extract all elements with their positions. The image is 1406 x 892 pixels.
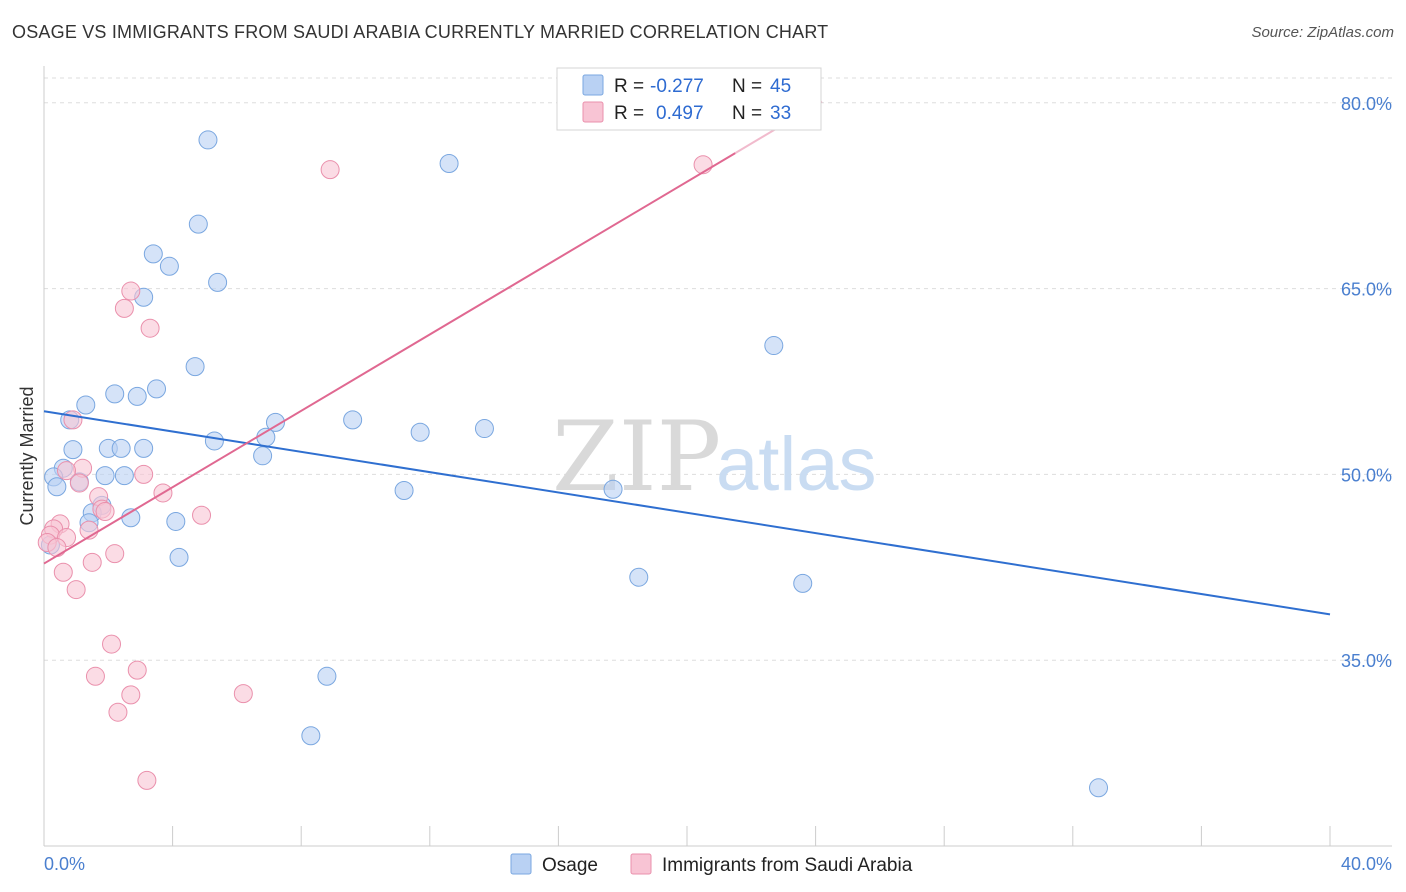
saudi-point bbox=[320, 160, 340, 180]
saudi-point bbox=[121, 281, 141, 301]
watermark-atlas: atlas bbox=[716, 422, 877, 507]
saudi-points bbox=[37, 155, 713, 790]
osage-point bbox=[317, 666, 337, 686]
saudi-point bbox=[66, 580, 86, 600]
osage-point bbox=[63, 440, 83, 460]
legend-swatch-osage bbox=[582, 74, 604, 96]
osage-point bbox=[111, 438, 131, 458]
osage-point bbox=[105, 384, 125, 404]
osage-point bbox=[188, 214, 208, 234]
saudi-trend-line bbox=[43, 152, 736, 565]
saudi-point bbox=[102, 634, 122, 654]
legend-r-value-2: 0.497 bbox=[656, 103, 704, 124]
osage-point bbox=[603, 479, 623, 499]
x-tick-label-max: 40.0% bbox=[1341, 854, 1392, 874]
osage-point bbox=[47, 477, 67, 497]
legend-n-label-2: N = bbox=[732, 103, 762, 124]
osage-point bbox=[76, 395, 96, 415]
osage-point bbox=[343, 410, 363, 430]
correlation-legend: R = -0.277 N = 45 R = 0.497 N = 33 bbox=[556, 67, 822, 131]
saudi-point bbox=[127, 660, 147, 680]
osage-point bbox=[208, 272, 228, 292]
osage-point bbox=[301, 726, 321, 746]
saudi-point bbox=[95, 502, 115, 522]
axis-labels: 35.0% 50.0% 65.0% 80.0% 0.0% 40.0% bbox=[44, 94, 1392, 874]
watermark-zip: ZIP bbox=[552, 401, 721, 513]
x-tick-label-min: 0.0% bbox=[44, 854, 85, 874]
saudi-point bbox=[105, 544, 125, 564]
saudi-point bbox=[57, 461, 77, 481]
y-axis-label: Currently Married bbox=[17, 386, 37, 525]
saudi-point bbox=[121, 685, 141, 705]
saudi-point bbox=[137, 770, 157, 790]
osage-point bbox=[147, 379, 167, 399]
trend-lines bbox=[43, 100, 1331, 616]
legend-bottom-swatch-saudi bbox=[630, 853, 652, 875]
series-legend: Osage Immigrants from Saudi Arabia bbox=[510, 853, 913, 876]
saudi-point bbox=[82, 552, 102, 572]
osage-point bbox=[394, 480, 414, 500]
osage-point bbox=[474, 419, 494, 439]
osage-point bbox=[114, 466, 134, 486]
saudi-point bbox=[85, 666, 105, 686]
saudi-point bbox=[693, 155, 713, 175]
osage-point bbox=[410, 422, 430, 442]
chart-title: OSAGE VS IMMIGRANTS FROM SAUDI ARABIA CU… bbox=[12, 22, 829, 42]
y-tick-label: 65.0% bbox=[1341, 280, 1392, 300]
osage-point bbox=[134, 438, 154, 458]
watermark: ZIP atlas bbox=[552, 401, 877, 513]
osage-point bbox=[629, 567, 649, 587]
legend-n-value-1: 45 bbox=[770, 76, 791, 97]
osage-point bbox=[204, 431, 224, 451]
gridlines bbox=[44, 77, 1392, 661]
osage-point bbox=[95, 466, 115, 486]
osage-point bbox=[127, 386, 147, 406]
osage-point bbox=[265, 412, 285, 432]
osage-trend-line bbox=[43, 410, 1331, 616]
y-tick-label: 50.0% bbox=[1341, 465, 1392, 485]
osage-point bbox=[166, 511, 186, 531]
legend-bottom-saudi: Immigrants from Saudi Arabia bbox=[662, 855, 913, 876]
legend-r-value-1: -0.277 bbox=[650, 76, 704, 97]
source-label: Source: ZipAtlas.com bbox=[1251, 24, 1394, 41]
legend-r-label-2: R = bbox=[614, 103, 644, 124]
saudi-point bbox=[69, 473, 89, 493]
saudi-point bbox=[192, 505, 212, 525]
saudi-point bbox=[47, 537, 67, 557]
saudi-point bbox=[53, 562, 73, 582]
y-tick-label: 80.0% bbox=[1341, 94, 1392, 114]
legend-r-label-1: R = bbox=[614, 76, 644, 97]
saudi-point bbox=[140, 318, 160, 338]
osage-point bbox=[793, 573, 813, 593]
axes bbox=[43, 66, 1392, 847]
osage-point bbox=[143, 244, 163, 264]
osage-point bbox=[1089, 778, 1109, 798]
legend-bottom-osage: Osage bbox=[542, 855, 598, 876]
osage-point bbox=[253, 446, 273, 466]
osage-point bbox=[159, 256, 179, 276]
saudi-point bbox=[108, 702, 128, 722]
osage-point bbox=[198, 130, 218, 150]
legend-bottom-swatch-osage bbox=[510, 853, 532, 875]
osage-point bbox=[185, 357, 205, 377]
saudi-point bbox=[63, 410, 83, 430]
saudi-point bbox=[134, 464, 154, 484]
saudi-point bbox=[114, 298, 134, 318]
legend-n-label-1: N = bbox=[732, 76, 762, 97]
osage-point bbox=[439, 153, 459, 173]
saudi-point bbox=[233, 684, 253, 704]
y-tick-label: 35.0% bbox=[1341, 651, 1392, 671]
osage-point bbox=[764, 336, 784, 356]
osage-point bbox=[169, 547, 189, 567]
legend-swatch-saudi bbox=[582, 101, 604, 123]
legend-n-value-2: 33 bbox=[770, 103, 791, 124]
